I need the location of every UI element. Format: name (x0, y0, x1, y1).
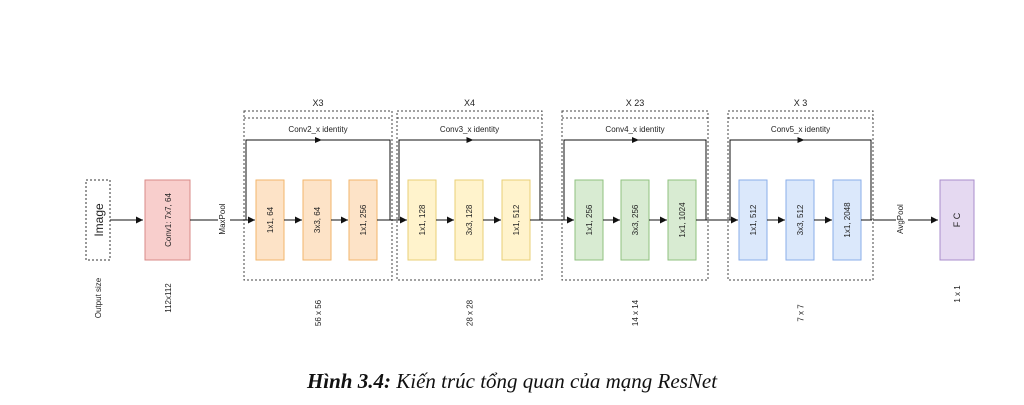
conv-layer-box (501, 179, 531, 261)
conv-layer-box (785, 179, 815, 261)
conv1-size-label: 112x112 (164, 283, 173, 313)
stages-group: X3 Conv2_x identity 1x1, 64 3x3, 64 1x1, 256… (243, 98, 874, 326)
conv-layer-label: 1x1, 1024 (678, 202, 687, 238)
identity-label: Conv5_x identity (771, 125, 830, 134)
stage-repeat-label: X3 (312, 98, 323, 108)
resnet-architecture-diagram: Image Output size Conv1: 7x7, 64 112x112… (85, 98, 975, 326)
conv-layer-label: 3x3, 128 (465, 204, 474, 235)
identity-arrow-icon (315, 137, 322, 143)
conv-layer-label: 1x1, 256 (585, 204, 594, 235)
identity-arrow-icon (632, 137, 639, 143)
conv-layer-box (454, 179, 484, 261)
identity-arrow-icon (797, 137, 805, 143)
conv1-label: Conv1: 7x7, 64 (164, 193, 173, 247)
conv-layer-label: 3x3, 64 (313, 206, 322, 233)
figure-caption: Hình 3.4: Kiến trúc tổng quan của mạng R… (0, 369, 1024, 394)
output-size-label: Output size (94, 277, 103, 318)
conv-layer-label: 1x1, 512 (749, 204, 758, 235)
stage-4: X 23 Conv4_x identity 1x1, 256 3x3, 256 1x1,… (561, 98, 738, 326)
stage-3: X4 Conv3_x identity 1x1, 128 3x3, 128 1x1, 5… (396, 98, 574, 326)
stage-size-label: 7 x 7 (797, 304, 806, 322)
stage-frame (561, 110, 709, 281)
avgpool-label: AvgPool (896, 204, 905, 234)
fc-size-label: 1 x 1 (953, 285, 962, 303)
stage-size-label: 28 x 28 (466, 299, 475, 326)
stage-frame (396, 110, 543, 281)
stage-5: X 3 Conv5_x identity 1x1, 512 3x3, 512 1x1, … (727, 98, 874, 322)
stage-repeat-label: X 3 (794, 98, 808, 108)
conv-layer-label: 1x1, 256 (359, 204, 368, 235)
conv-layer-label: 1x1, 64 (266, 206, 275, 233)
image-label: Image (92, 203, 106, 237)
stage-size-label: 56 x 56 (314, 299, 323, 326)
stage-frame (243, 110, 393, 281)
conv-layer-label: 1x1, 128 (418, 204, 427, 235)
conv-layer-box (302, 179, 332, 261)
stage-repeat-label: X 23 (626, 98, 645, 108)
identity-label: Conv3_x identity (440, 125, 499, 134)
conv-layer-box (738, 179, 768, 261)
conv-layer-box (832, 179, 862, 261)
conv-layer-box (407, 179, 437, 261)
stage-repeat-label: X4 (464, 98, 475, 108)
caption-text: Kiến trúc tổng quan của mạng ResNet (396, 369, 718, 393)
conv-layer-label: 1x1, 2048 (843, 202, 852, 238)
stage-2: X3 Conv2_x identity 1x1, 64 3x3, 64 1x1, 256… (243, 98, 407, 326)
conv1-box (144, 179, 191, 261)
identity-label: Conv4_x identity (605, 125, 664, 134)
fc-label: F C (952, 212, 962, 227)
conv-layer-label: 3x3, 512 (796, 204, 805, 235)
stage-size-label: 14 x 14 (631, 299, 640, 326)
identity-label: Conv2_x identity (288, 125, 347, 134)
identity-arrow-icon (466, 137, 474, 143)
conv-layer-box (620, 179, 650, 261)
conv-layer-label: 3x3, 256 (631, 204, 640, 235)
conv-layer-box (574, 179, 604, 261)
fc-box (939, 179, 975, 261)
conv-layer-label: 1x1, 512 (512, 204, 521, 235)
caption-label: Hình 3.4: (306, 369, 391, 393)
conv-layer-box (255, 179, 285, 261)
image-box (85, 179, 111, 261)
stage-frame (727, 110, 874, 281)
maxpool-label: MaxPool (218, 203, 227, 234)
